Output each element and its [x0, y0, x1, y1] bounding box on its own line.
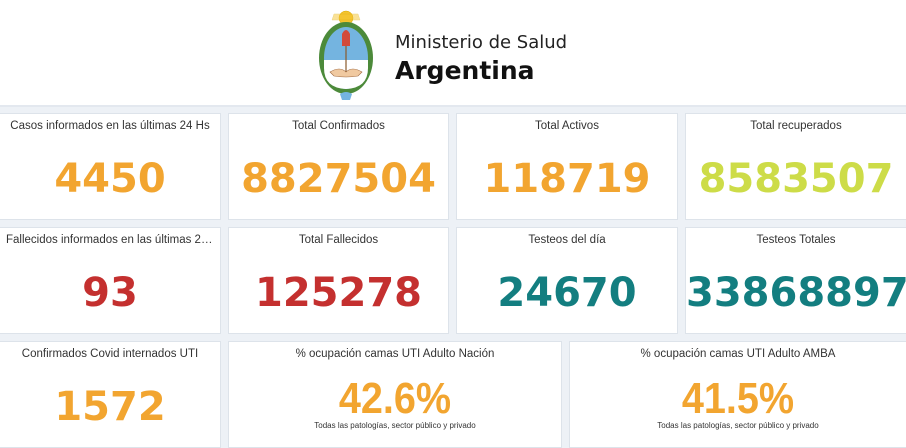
card-value: 118719	[483, 156, 651, 202]
card-subtitle: Todas las patologías, sector público y p…	[314, 421, 476, 430]
card-title: % ocupación camas UTI Adulto AMBA	[640, 348, 836, 360]
card-cases-24h: Casos informados en las últimas 24 Hs 44…	[0, 113, 221, 220]
card-title: Fallecidos informados en las últimas 24 …	[6, 234, 220, 246]
card-title: Total Confirmados	[292, 120, 385, 132]
card-tests-today: Testeos del día 24670	[456, 227, 678, 334]
card-title: % ocupación camas UTI Adulto Nación	[295, 348, 495, 360]
card-subtitle: Todas las patologías, sector público y p…	[657, 421, 819, 430]
card-icu-occupancy-amba: % ocupación camas UTI Adulto AMBA 41.5% …	[569, 341, 906, 448]
card-value: 41.5%	[681, 374, 795, 423]
card-total-recovered: Total recuperados 8583507	[685, 113, 906, 220]
argentina-coat-of-arms-logo	[319, 10, 373, 100]
card-value: 24670	[497, 270, 637, 316]
card-total-deaths: Total Fallecidos 125278	[228, 227, 449, 334]
card-icu-occupancy-nation: % ocupación camas UTI Adulto Nación 42.6…	[228, 341, 562, 448]
card-value: 125278	[255, 270, 422, 316]
card-value: 8827504	[241, 156, 436, 202]
card-title: Testeos Totales	[756, 234, 836, 246]
card-value: 33868897	[686, 270, 906, 316]
card-deaths-24h: Fallecidos informados en las últimas 24 …	[0, 227, 221, 334]
card-value: 1572	[54, 384, 166, 430]
card-title: Total recuperados	[750, 120, 842, 132]
card-value: 4450	[54, 156, 166, 202]
card-title: Total Activos	[535, 120, 599, 132]
card-value: 42.6%	[338, 374, 452, 423]
card-total-active: Total Activos 118719	[456, 113, 678, 220]
card-total-tests: Testeos Totales 33868897	[685, 227, 906, 334]
card-title: Testeos del día	[528, 234, 606, 246]
card-title: Confirmados Covid internados UTI	[21, 348, 199, 360]
header: Ministerio de Salud Argentina	[0, 0, 906, 107]
card-value: 93	[82, 270, 138, 316]
card-value: 8583507	[698, 156, 894, 202]
card-icu-covid: Confirmados Covid internados UTI 1572	[0, 341, 221, 448]
card-title: Casos informados en las últimas 24 Hs	[10, 120, 210, 132]
card-title: Total Fallecidos	[298, 234, 379, 246]
country-name: Argentina	[395, 56, 535, 85]
ministry-name: Ministerio de Salud	[395, 32, 568, 53]
card-total-confirmed: Total Confirmados 8827504	[228, 113, 449, 220]
